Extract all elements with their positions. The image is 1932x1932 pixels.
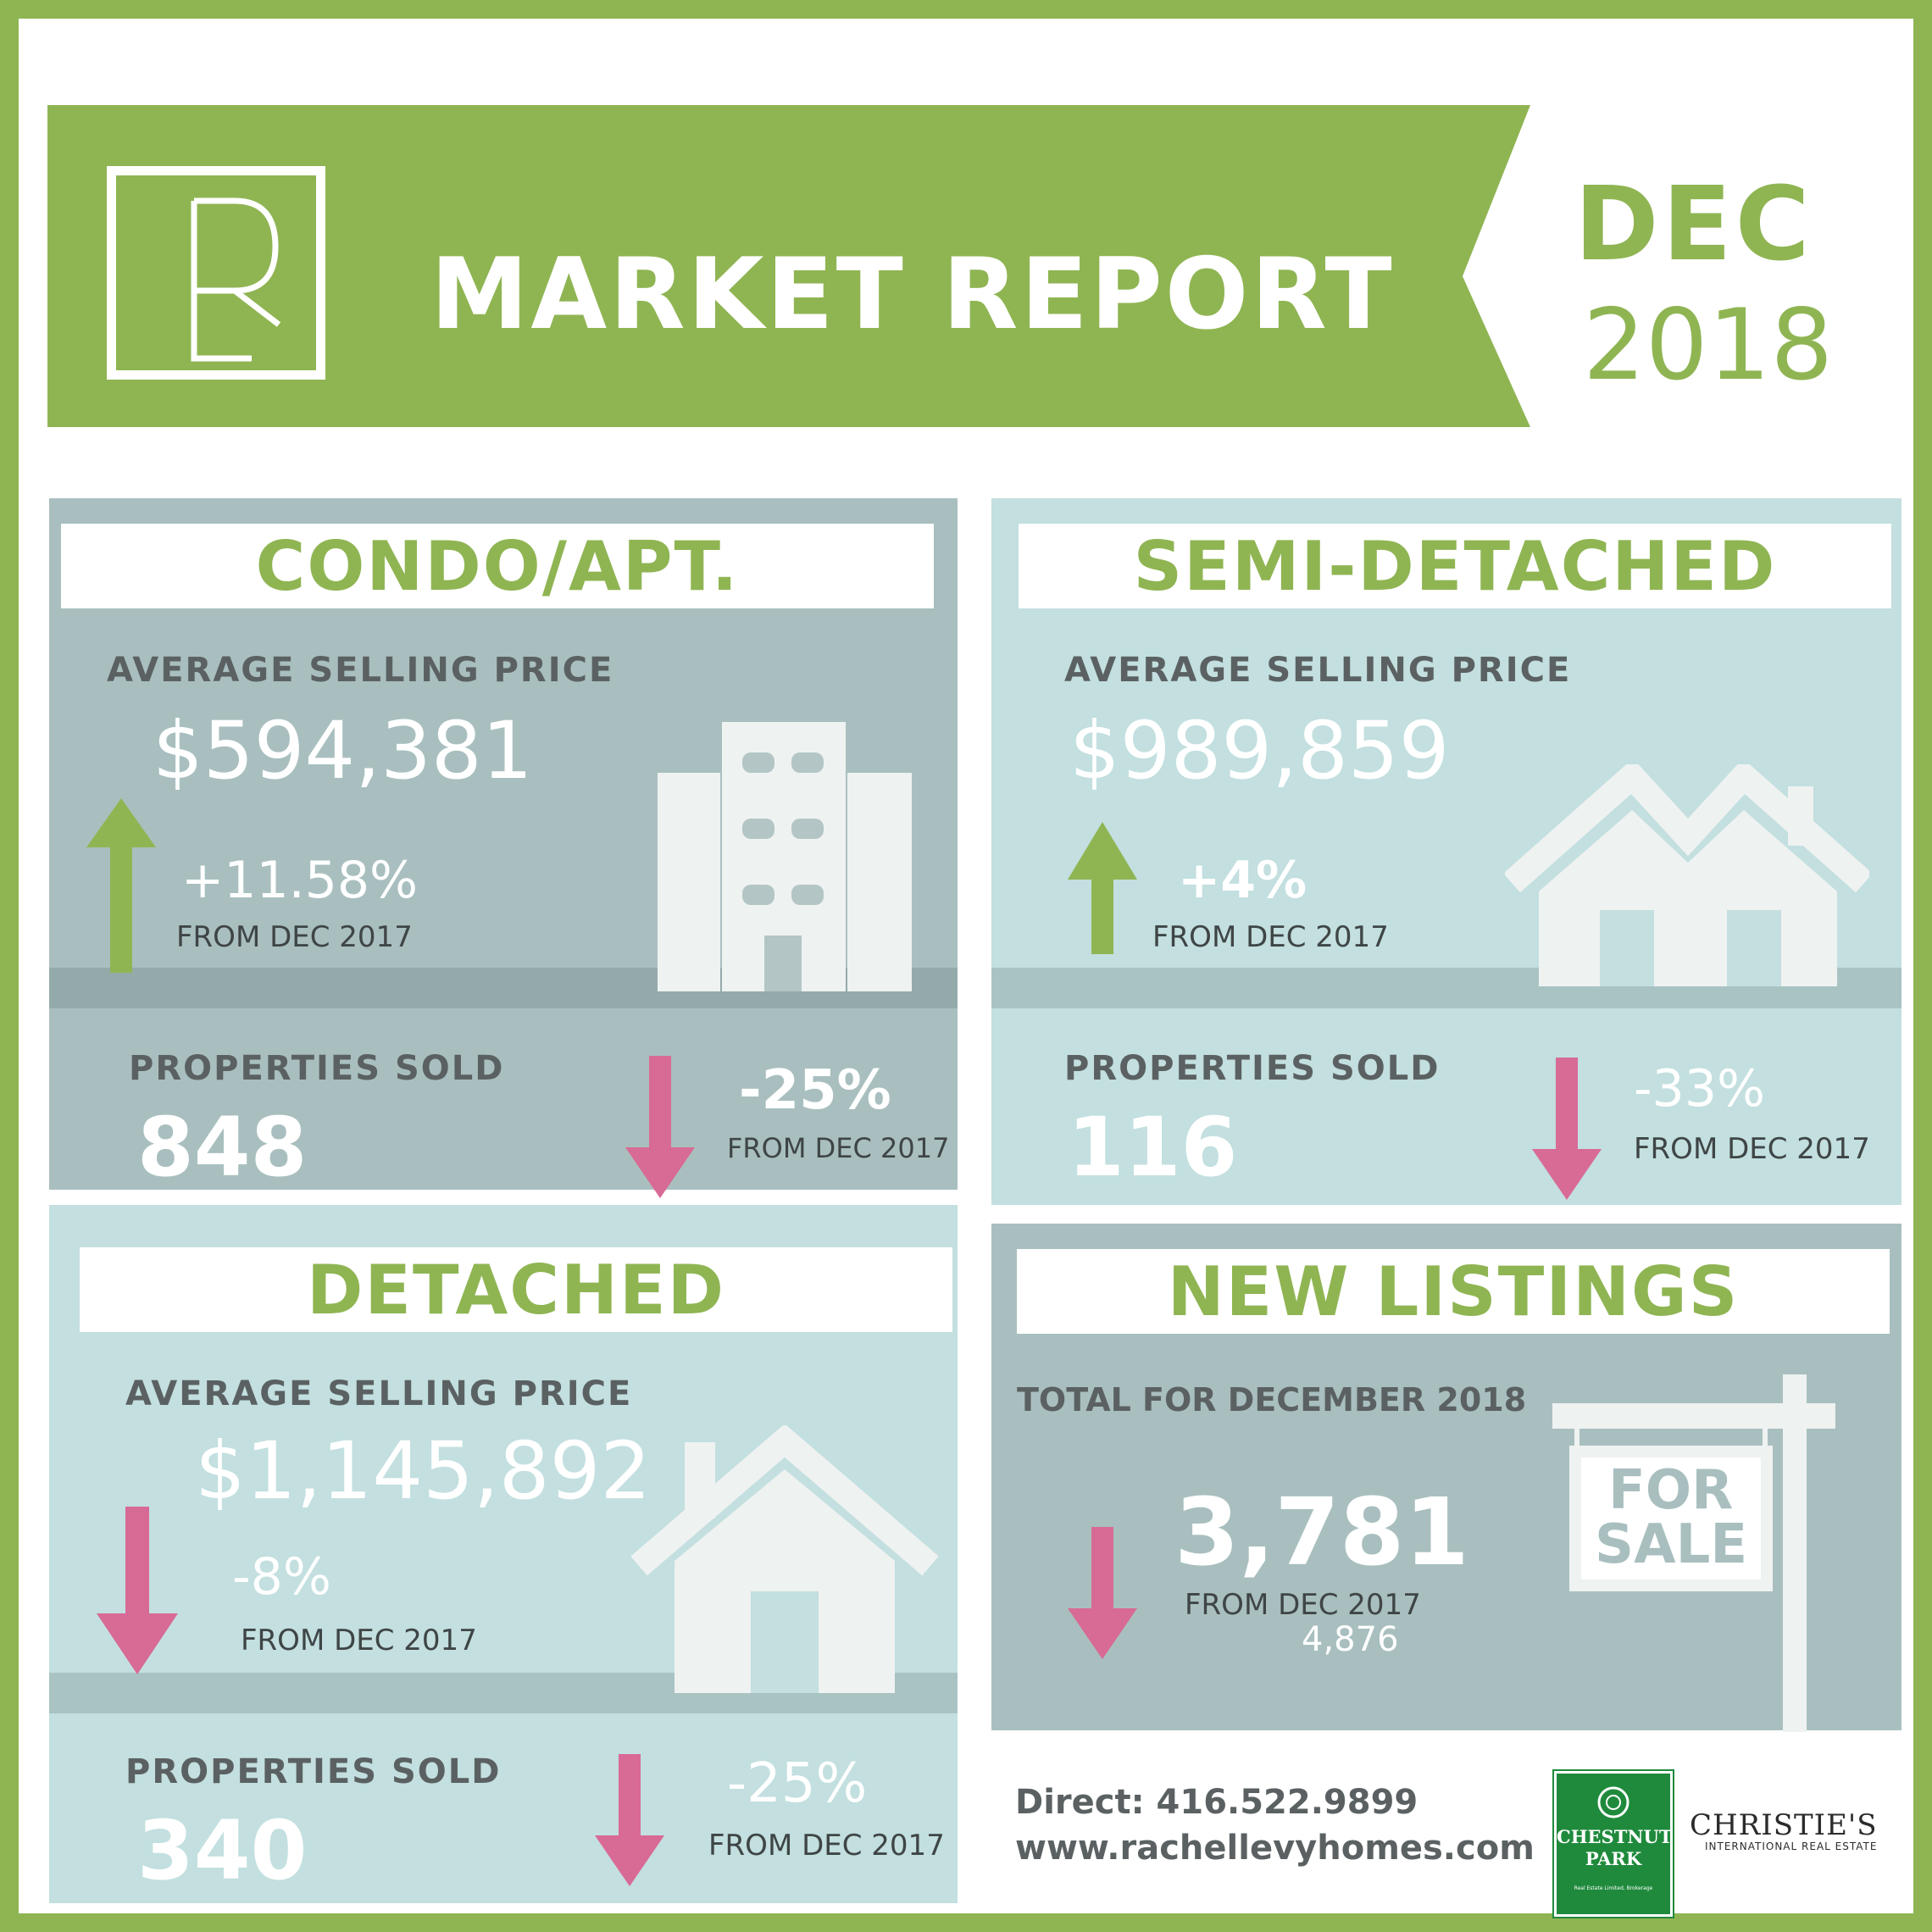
semi-avg-from: FROM DEC 2017 (1152, 920, 1389, 954)
semi-sold-change: -33% (1634, 1059, 1766, 1119)
detached-avg-from: FROM DEC 2017 (241, 1624, 477, 1657)
arrow-down-icon (1532, 1058, 1602, 1200)
listings-title-bar: NEW LISTINGS (1017, 1249, 1890, 1334)
listings-prev-value: 4,876 (1302, 1620, 1399, 1659)
report-year: 2018 (1583, 288, 1834, 402)
listings-total-label: TOTAL FOR DECEMBER 2018 (1017, 1381, 1527, 1418)
condo-sold-change: -25% (739, 1059, 891, 1122)
listings-title: NEW LISTINGS (1167, 1252, 1740, 1331)
semi-title: SEMI-DETACHED (1133, 526, 1777, 606)
listings-total-value: 3,781 (1174, 1478, 1469, 1586)
chestnut-park-logo: CHESTNUT PARK Real Estate Limited, Broke… (1554, 1771, 1673, 1917)
condo-sold-from: FROM DEC 2017 (727, 1132, 950, 1164)
contact-website[interactable]: www.rachellevyhomes.com (1015, 1829, 1535, 1868)
semi-title-bar: SEMI-DETACHED (1019, 524, 1891, 608)
for-sale-text-line1: FOR (1608, 1459, 1734, 1522)
condo-title: CONDO/APT. (255, 526, 740, 606)
detached-sold-value: 340 (137, 1803, 308, 1898)
condo-avg-change: +11.58% (181, 851, 419, 910)
semi-sold-value: 116 (1068, 1100, 1238, 1195)
arrow-down-icon (595, 1754, 664, 1886)
house-icon (630, 1425, 939, 1693)
condo-avg-from: FROM DEC 2017 (176, 920, 413, 954)
condo-title-bar: CONDO/APT. (61, 524, 934, 608)
detached-sold-label: PROPERTIES SOLD (125, 1752, 502, 1791)
detached-avg-price: $1,145,892 (195, 1425, 652, 1518)
arrow-down-icon (1068, 1527, 1137, 1659)
detached-sold-from: FROM DEC 2017 (708, 1829, 945, 1863)
brokerage-subtitle: Real Estate Limited, Brokerage (1574, 1885, 1653, 1891)
page-title: MARKET REPORT (430, 237, 1395, 352)
detached-avg-change: -8% (232, 1547, 331, 1607)
header-banner (47, 105, 1530, 427)
condo-avg-price: $594,381 (153, 705, 533, 797)
logo-monogram-icon (191, 197, 281, 362)
affiliate-name: CHRISTIE'S (1690, 1808, 1878, 1842)
brokerage-name-line1: CHESTNUT (1557, 1826, 1673, 1847)
for-sale-text-line2: SALE (1595, 1513, 1748, 1576)
apartment-building-icon (658, 722, 912, 991)
listings-from: FROM DEC 2017 (1185, 1588, 1421, 1622)
contact-phone[interactable]: Direct: 416.522.9899 (1015, 1783, 1418, 1822)
detached-sold-change: -25% (727, 1752, 868, 1815)
semi-avg-price: $989,859 (1069, 705, 1450, 797)
arrow-up-icon (86, 798, 156, 973)
arrow-up-icon (1068, 822, 1137, 954)
semi-avg-label: AVERAGE SELLING PRICE (1064, 651, 1572, 690)
for-sale-sign-icon (1552, 1374, 1835, 1732)
detached-title: DETACHED (306, 1250, 726, 1330)
semi-detached-houses-icon (1505, 764, 1869, 986)
report-month: DEC (1574, 166, 1813, 284)
arrow-down-icon (97, 1507, 178, 1674)
semi-avg-change: +4% (1178, 851, 1307, 910)
detached-title-bar: DETACHED (80, 1247, 952, 1332)
semi-sold-from: FROM DEC 2017 (1634, 1132, 1870, 1166)
chestnut-seal-icon (1597, 1786, 1629, 1818)
detached-avg-label: AVERAGE SELLING PRICE (125, 1374, 633, 1413)
condo-sold-label: PROPERTIES SOLD (129, 1049, 505, 1088)
condo-sold-value: 848 (137, 1100, 308, 1195)
affiliate-subtitle: INTERNATIONAL REAL ESTATE (1705, 1840, 1878, 1852)
condo-avg-label: AVERAGE SELLING PRICE (107, 651, 614, 690)
logo (107, 166, 325, 380)
arrow-down-icon (625, 1056, 695, 1198)
brokerage-name-line2: PARK (1585, 1848, 1642, 1869)
semi-sold-label: PROPERTIES SOLD (1064, 1049, 1441, 1088)
